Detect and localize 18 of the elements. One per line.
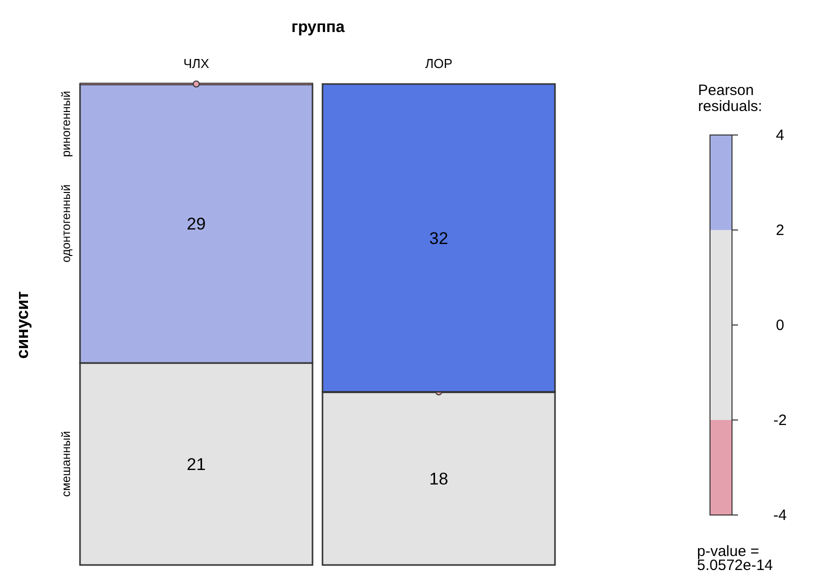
y-tick-label: 0 <box>776 317 784 334</box>
chart-title: Pearson residuals: <box>698 82 762 115</box>
data-label: 21 <box>186 454 206 474</box>
text: смешанный <box>59 431 73 497</box>
x-tick-label: ЛОР <box>425 56 452 71</box>
data-label: 18 <box>429 469 448 488</box>
y-tick-label: -4 <box>773 507 787 524</box>
chart-title: группа <box>291 19 345 36</box>
text: одонтогенный <box>59 184 73 263</box>
data-label: 29 <box>186 214 206 234</box>
y-tick-label: 2 <box>776 222 784 239</box>
x-tick-label: ЧЛХ <box>183 56 210 71</box>
text: риногенный <box>59 90 73 158</box>
y-axis-title: синусит <box>13 291 32 359</box>
y-tick-label: -2 <box>773 412 787 429</box>
data-label: 32 <box>429 228 448 248</box>
text: p-value = 5.0572e-14 <box>697 543 773 574</box>
y-tick-label: 4 <box>776 127 784 144</box>
